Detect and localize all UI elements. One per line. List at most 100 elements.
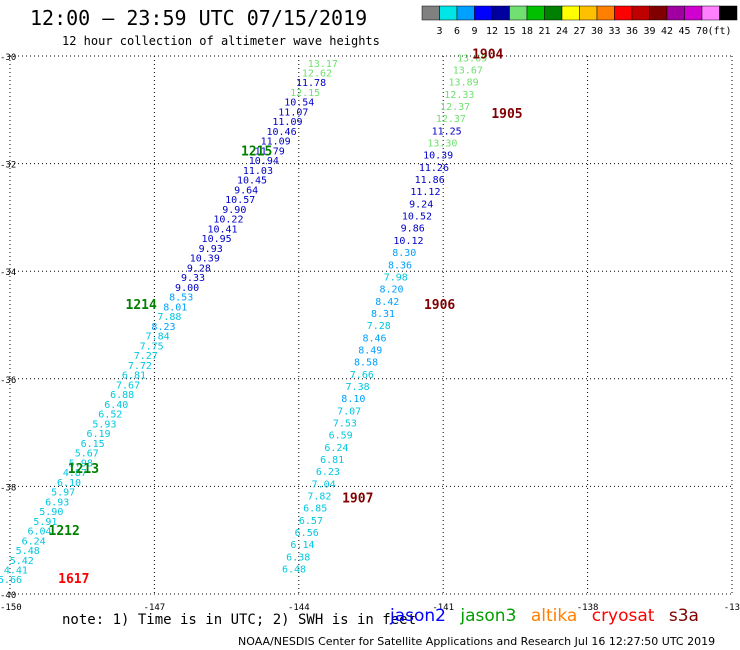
colorbar-label: 42: [661, 26, 673, 37]
colorbar-label: 27: [573, 26, 585, 37]
colorbar-label: 70: [696, 26, 708, 37]
wave-height-label: 9.64: [234, 185, 258, 196]
wave-height-label: 6.14: [290, 540, 314, 551]
wave-height-label: 6.15: [81, 439, 105, 450]
wave-height-label: 7.53: [333, 418, 357, 429]
wave-height-label: 12.37: [436, 114, 466, 125]
x-tick-label: -147: [144, 603, 166, 613]
wave-height-label: 4.87: [63, 468, 87, 479]
wave-height-label: 6.57: [299, 516, 323, 527]
time-label: 1904: [472, 48, 503, 63]
wave-height-label: 11.12: [410, 187, 440, 198]
y-tick-label: -30: [0, 53, 16, 63]
wave-height-label: 6.52: [98, 410, 122, 421]
wave-height-label: 12.37: [440, 102, 470, 113]
wave-height-label: 10.39: [190, 254, 220, 265]
x-tick-label: -150: [0, 603, 22, 613]
y-tick-label: -32: [0, 161, 16, 171]
wave-height-label: 8.42: [375, 297, 399, 308]
wave-height-label: 8.31: [371, 309, 395, 320]
colorbar-label: 45: [678, 26, 690, 37]
time-label: 1907: [342, 492, 373, 507]
wave-height-label: 6.93: [45, 497, 69, 508]
wave-height-label: 11.09: [272, 117, 302, 128]
wave-height-label: 9.00: [175, 283, 199, 294]
y-tick-label: -38: [0, 483, 16, 493]
wave-height-label: 11.03: [243, 166, 273, 177]
wave-height-label: 10.22: [213, 215, 243, 226]
page-subtitle: 12 hour collection of altimeter wave hei…: [62, 34, 380, 48]
wave-height-label: 11.09: [261, 137, 291, 148]
colorbar-label: 30: [591, 26, 603, 37]
colorbar-label: 3: [436, 26, 442, 37]
wave-height-label: 6.81: [320, 455, 344, 466]
wave-height-label: 11.07: [278, 107, 308, 118]
y-tick-label: -40: [0, 591, 16, 601]
legend-jason3: jason3: [460, 606, 517, 626]
wave-height-label: 13.17: [308, 59, 338, 70]
wave-height-label: 6.85: [303, 504, 327, 515]
time-label: 1617: [58, 572, 89, 587]
time-label: 1215: [241, 145, 272, 160]
footer-note: note: 1) Time is in UTC; 2) SWH is in fe…: [62, 612, 417, 628]
wave-height-label: 5.48: [16, 546, 40, 557]
wave-height-label: 6.40: [104, 400, 128, 411]
colorbar-label: 21: [538, 26, 550, 37]
wave-height-label: 11.79: [255, 146, 285, 157]
wave-height-label: 7.84: [146, 332, 170, 343]
wave-height-label: 6.19: [87, 429, 111, 440]
time-label: 1212: [49, 524, 80, 539]
wave-height-label: 7.04: [312, 479, 336, 490]
wave-height-label: 12.33: [444, 90, 474, 101]
wave-height-label: 10.12: [393, 236, 423, 247]
colorbar-label: (ft): [707, 26, 731, 37]
wave-height-label: 13.89: [449, 78, 479, 89]
wave-height-label: 6.24: [22, 536, 46, 547]
wave-height-label: 10.39: [423, 151, 453, 162]
time-label: 1906: [424, 298, 455, 313]
wave-height-label: 12.62: [302, 69, 332, 80]
colorbar-label: 15: [503, 26, 515, 37]
wave-height-label: 8.10: [341, 394, 365, 405]
footer-credit: NOAA/NESDIS Center for Satellite Applica…: [238, 635, 716, 648]
x-tick-label: -138: [577, 603, 599, 613]
wave-height-label: 9.90: [222, 205, 246, 216]
wave-height-label: 5.97: [51, 488, 75, 499]
x-tick-label: -141: [432, 603, 454, 613]
wave-height-label: 7.28: [367, 321, 391, 332]
wave-height-label: 7.27: [134, 351, 158, 362]
wave-height-label: 10.94: [249, 156, 279, 167]
colorbar-legend: 3 6 9 12 15 18 21 24 27 30 33 36 39 42 45 70 (ft): [421, 5, 738, 37]
wave-height-label: 12.15: [290, 88, 320, 99]
y-tick-label: -34: [0, 268, 16, 278]
wave-height-label: 6.48: [282, 564, 306, 575]
wave-height-label: 11.78: [296, 78, 326, 89]
colorbar-label: 24: [556, 26, 568, 37]
wave-height-label: 8.20: [379, 285, 403, 296]
colorbar-label: 9: [471, 26, 477, 37]
wave-height-label: 8.36: [388, 260, 412, 271]
satellite-legend: jason2 jason3 altika cryosat s3a: [390, 606, 708, 626]
wave-height-label: 5.90: [39, 507, 63, 518]
wave-height-label: 10.46: [266, 127, 296, 138]
page-title: 12:00 – 23:59 UTC 07/15/2019: [30, 6, 368, 30]
legend-s3a: s3a: [668, 606, 699, 626]
colorbar-label: 18: [521, 26, 533, 37]
wave-height-label: 10.52: [402, 212, 432, 223]
wave-height-label: 5.98: [69, 458, 93, 469]
time-label: 1213: [68, 462, 99, 477]
wave-height-label: 6.81: [122, 371, 146, 382]
colorbar-label: 6: [454, 26, 460, 37]
time-label: 1214: [126, 298, 157, 313]
wave-height-label: 6.59: [329, 431, 353, 442]
wave-height-label: 13.69: [457, 53, 487, 64]
legend-cryosat: cryosat: [591, 606, 655, 626]
wave-height-label: 7.82: [307, 491, 331, 502]
wave-height-label: 7.98: [384, 272, 408, 283]
wave-height-label: 6.38: [286, 552, 310, 563]
wave-height-label: 10.95: [202, 234, 232, 245]
wave-height-label: 9.24: [409, 199, 433, 210]
wave-height-label: 6.56: [295, 528, 319, 539]
wave-height-label: 4.41: [4, 565, 28, 576]
